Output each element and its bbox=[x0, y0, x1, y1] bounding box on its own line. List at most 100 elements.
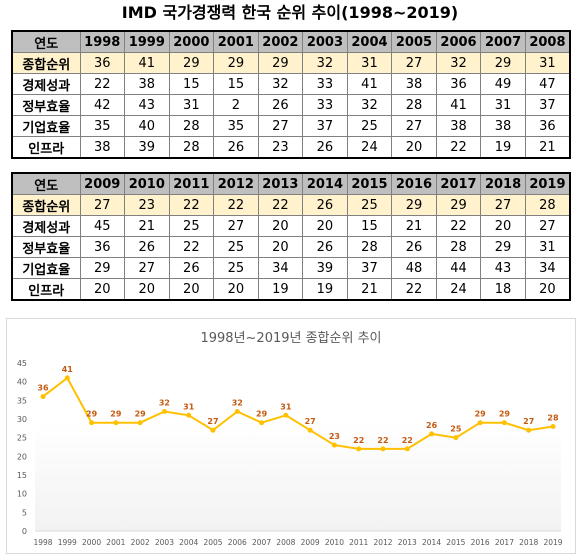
rank-cell: 20 bbox=[480, 215, 526, 237]
rank-cell: 41 bbox=[435, 94, 482, 116]
data-point bbox=[477, 420, 483, 426]
year-header: 2012 bbox=[213, 172, 259, 195]
year-header: 2005 bbox=[391, 30, 437, 53]
rank-cell: 26 bbox=[124, 236, 170, 258]
rank-cell: 41 bbox=[124, 52, 170, 74]
rank-cell: 31 bbox=[168, 94, 215, 116]
rank-cell: 19 bbox=[302, 278, 348, 301]
rank-cell: 29 bbox=[79, 257, 126, 279]
table-row: 정부효율 36 26 22 25 20 26 28 26 28 29 31 bbox=[11, 236, 571, 258]
rank-table-2009-2019: 연도 2009 2010 2011 2012 2013 2014 2015 2016 2017 20… bbox=[11, 172, 571, 301]
y-tick-label: 30 bbox=[17, 415, 27, 424]
x-tick-label: 2018 bbox=[519, 538, 538, 547]
rank-cell: 43 bbox=[480, 257, 526, 279]
rank-cell: 27 bbox=[124, 257, 170, 279]
rank-cell: 32 bbox=[435, 52, 482, 74]
data-label: 29 bbox=[86, 410, 98, 419]
data-point bbox=[234, 409, 240, 415]
year-header: 2018 bbox=[480, 172, 526, 195]
data-point bbox=[550, 423, 556, 429]
rank-cell: 26 bbox=[302, 236, 348, 258]
rank-cell: 15 bbox=[346, 215, 393, 237]
row-label: 경제성과 bbox=[11, 215, 81, 237]
rank-cell: 20 bbox=[257, 236, 304, 258]
rank-cell: 24 bbox=[435, 278, 482, 301]
data-label: 36 bbox=[37, 384, 49, 393]
data-label: 27 bbox=[207, 417, 218, 426]
data-point bbox=[113, 420, 119, 426]
rank-cell: 24 bbox=[346, 136, 393, 159]
year-header: 1998 bbox=[79, 30, 126, 53]
rank-cell: 39 bbox=[302, 257, 348, 279]
data-label: 28 bbox=[547, 413, 559, 422]
rank-cell: 26 bbox=[257, 94, 304, 116]
row-label-year: 연도 bbox=[11, 172, 81, 195]
data-label: 26 bbox=[426, 421, 438, 430]
year-header: 2006 bbox=[435, 30, 482, 53]
data-label: 22 bbox=[353, 436, 364, 445]
data-point bbox=[404, 446, 410, 452]
rank-cell: 35 bbox=[79, 115, 126, 137]
table-row: 정부효율 42 43 31 2 26 33 32 28 41 31 37 bbox=[11, 94, 571, 116]
rank-cell: 37 bbox=[302, 115, 348, 137]
rank-cell: 22 bbox=[391, 278, 437, 301]
year-header: 2001 bbox=[213, 30, 259, 53]
rank-cell: 38 bbox=[124, 73, 170, 95]
rank-cell: 28 bbox=[168, 136, 215, 159]
data-point bbox=[307, 427, 313, 433]
year-header: 2004 bbox=[346, 30, 393, 53]
x-tick-label: 2000 bbox=[82, 538, 101, 547]
rank-cell: 32 bbox=[346, 94, 393, 116]
x-tick-label: 2010 bbox=[325, 538, 344, 547]
data-point bbox=[356, 446, 362, 452]
rank-cell: 18 bbox=[480, 278, 526, 301]
rank-cell: 40 bbox=[124, 115, 170, 137]
rank-cell: 37 bbox=[524, 94, 571, 116]
data-point bbox=[429, 431, 435, 437]
series-line bbox=[42, 376, 554, 450]
y-tick-label: 15 bbox=[17, 471, 27, 480]
x-tick-label: 2013 bbox=[398, 538, 417, 547]
rank-cell: 32 bbox=[302, 52, 348, 74]
rank-cell: 29 bbox=[257, 52, 304, 74]
data-label: 32 bbox=[232, 399, 243, 408]
rank-cell: 31 bbox=[524, 236, 571, 258]
x-tick-label: 2011 bbox=[349, 538, 368, 547]
rank-cell: 32 bbox=[257, 73, 304, 95]
data-label: 27 bbox=[523, 417, 534, 426]
rank-cell: 20 bbox=[79, 278, 126, 301]
rank-cell: 22 bbox=[168, 194, 215, 216]
rank-cell: 35 bbox=[213, 115, 259, 137]
rank-cell: 26 bbox=[302, 136, 348, 159]
rank-cell: 43 bbox=[124, 94, 170, 116]
rank-cell: 22 bbox=[79, 73, 126, 95]
year-header-row: 연도 1998 1999 2000 2001 2002 2003 2004 2005 2006 20… bbox=[11, 30, 571, 53]
data-label: 41 bbox=[62, 365, 74, 374]
rank-cell: 26 bbox=[168, 257, 215, 279]
x-tick-label: 2017 bbox=[495, 538, 514, 547]
year-header: 2003 bbox=[302, 30, 348, 53]
x-tick-label: 2002 bbox=[131, 538, 150, 547]
row-label: 경제성과 bbox=[11, 73, 81, 95]
rank-cell: 25 bbox=[168, 215, 215, 237]
rank-cell: 29 bbox=[391, 194, 437, 216]
data-point bbox=[501, 420, 507, 426]
rank-cell: 21 bbox=[346, 278, 393, 301]
rank-cell: 27 bbox=[79, 194, 126, 216]
rank-cell: 21 bbox=[124, 215, 170, 237]
table-row: 기업효율 29 27 26 25 34 39 37 48 44 43 34 bbox=[11, 257, 571, 279]
year-header: 2000 bbox=[168, 30, 215, 53]
data-point bbox=[331, 442, 337, 448]
year-header-row: 연도 2009 2010 2011 2012 2013 2014 2015 2016 2017 20… bbox=[11, 172, 571, 195]
y-tick-label: 45 bbox=[17, 359, 27, 368]
rank-cell: 20 bbox=[168, 278, 215, 301]
y-tick-label: 10 bbox=[17, 490, 27, 499]
data-point bbox=[161, 409, 167, 415]
data-point bbox=[453, 435, 459, 441]
data-point bbox=[259, 420, 265, 426]
row-label: 인프라 bbox=[11, 136, 81, 159]
row-label-year: 연도 bbox=[11, 30, 81, 53]
data-label: 22 bbox=[377, 436, 388, 445]
rank-cell: 22 bbox=[213, 194, 259, 216]
table-row: 인프라 20 20 20 20 19 19 21 22 24 18 20 bbox=[11, 278, 571, 301]
